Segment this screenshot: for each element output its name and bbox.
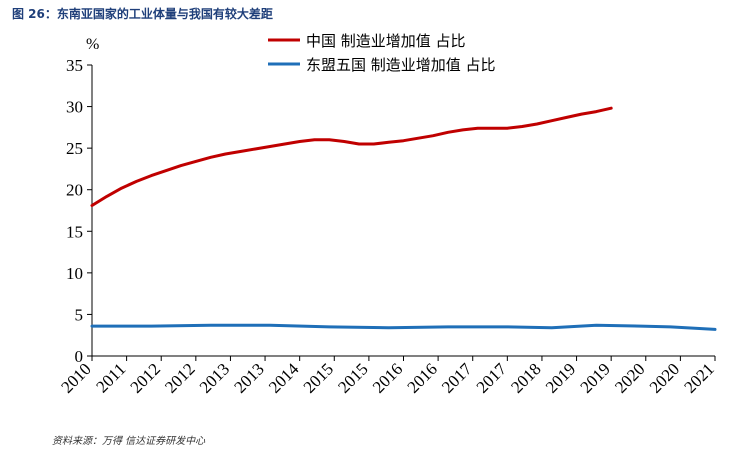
x-tick-label: 2017 [473, 359, 511, 397]
figure-title: 图 26：东南亚国家的工业体量与我国有较大差距 [12, 7, 273, 21]
y-tick-label: 30 [66, 98, 83, 117]
x-tick-label: 2019 [542, 359, 579, 396]
x-tick-label: 2016 [369, 359, 406, 396]
x-tick-label: 2015 [300, 359, 337, 396]
x-tick-label: 2015 [334, 359, 371, 396]
y-axis-unit-label: % [86, 36, 99, 53]
x-tick-label: 2010 [57, 359, 94, 396]
source-note: 资料来源：万得 信达证券研发中心 [52, 436, 206, 447]
x-tick-label: 2013 [196, 359, 233, 396]
y-tick-label: 10 [66, 264, 83, 283]
x-tick-label: 2020 [611, 359, 648, 396]
y-tick-label: 5 [75, 305, 84, 324]
y-tick-label: 0 [75, 347, 84, 366]
y-tick-label: 35 [66, 56, 83, 75]
series-line-0 [90, 106, 613, 207]
y-tick-label: 20 [66, 181, 83, 200]
x-axis: 2010201120122012201320132014201520152016… [57, 355, 718, 397]
x-tick-label: 2018 [507, 359, 544, 396]
legend-label-1: 东盟五国 制造业增加值 占比 [306, 56, 496, 74]
x-tick-label: 2019 [577, 359, 614, 396]
series-layer [90, 106, 717, 331]
x-tick-label: 2011 [92, 359, 129, 396]
y-tick-label: 25 [66, 139, 83, 158]
x-tick-label: 2017 [438, 359, 476, 397]
x-tick-label: 2012 [161, 359, 198, 396]
x-tick-label: 2012 [127, 359, 164, 396]
x-tick-label: 2020 [646, 359, 683, 396]
series-line-1 [90, 323, 717, 331]
legend-label-0: 中国 制造业增加值 占比 [306, 32, 466, 50]
x-tick-label: 2014 [265, 359, 303, 397]
y-tick-label: 15 [66, 222, 83, 241]
y-axis: 0 5 10 15 20 25 30 35 [66, 56, 93, 366]
x-tick-label: 2016 [403, 359, 440, 396]
x-tick-label: 2013 [230, 359, 267, 396]
x-tick-label: 2021 [680, 359, 717, 396]
